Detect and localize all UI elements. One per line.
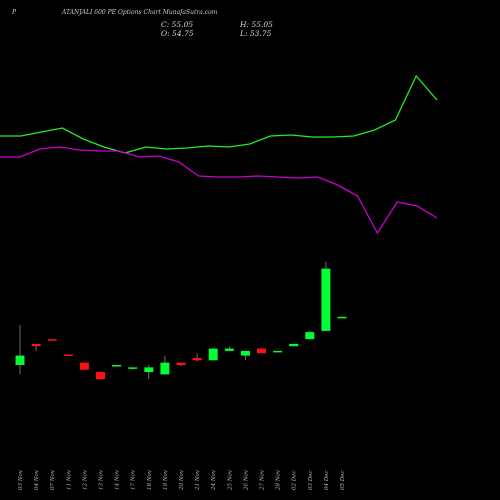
candle-body	[15, 355, 25, 365]
date-label: 26 Nov	[243, 469, 249, 491]
header-prefix: P	[12, 9, 17, 16]
date-label: 28 Nov	[276, 469, 282, 491]
candles	[15, 261, 347, 380]
date-label: 20 Nov	[179, 469, 185, 491]
indicator-lines	[0, 74, 438, 235]
date-label: 03 Nov	[18, 469, 24, 490]
candle-body	[240, 350, 250, 356]
candle-body	[192, 357, 202, 361]
date-label: 04 Dec	[324, 471, 330, 491]
close-value: C: 55.05	[161, 20, 194, 29]
date-label: 05 Dec	[340, 471, 346, 491]
candle-body	[160, 362, 170, 375]
date-label: 12 Nov	[82, 469, 88, 490]
date-label: 13 Nov	[99, 469, 105, 490]
open-value: O: 54.75	[161, 29, 194, 38]
date-label: 03 Dec	[308, 471, 314, 491]
date-label: 17 Nov	[131, 469, 137, 490]
date-labels: 03 Nov 04 Nov 07 Nov 11 Nov 12 Nov 13 Nov 14 N…	[18, 469, 346, 491]
candle-body	[305, 332, 315, 340]
candle-body	[31, 343, 41, 347]
magenta-indicator-line	[0, 146, 438, 235]
date-label: 27 Nov	[260, 469, 266, 491]
candle-body	[257, 348, 266, 354]
low-value: L: 53.75	[240, 29, 272, 38]
date-label: 04 Nov	[34, 469, 40, 490]
candle-body	[289, 343, 299, 347]
candle-body	[79, 362, 89, 370]
date-label: 02 Dec	[292, 471, 298, 491]
chart-header: P ATANJALI 600 PE Options Chart MunafaSu…	[0, 0, 500, 45]
date-label: 25 Nov	[227, 469, 233, 491]
candle-body	[144, 367, 154, 373]
candle-body	[208, 348, 218, 361]
date-label: 24 Nov	[211, 469, 217, 491]
chart-title: ATANJALI 600 PE Options Chart MunafaSutr…	[62, 9, 218, 16]
candle-body	[273, 350, 283, 353]
candle-body	[63, 354, 73, 356]
candle-body	[224, 348, 234, 351]
date-label: 21 Nov	[195, 469, 201, 491]
green-indicator-line	[0, 74, 438, 154]
candle-body	[176, 362, 186, 365]
candle-body	[47, 339, 57, 341]
date-label: 19 Nov	[163, 469, 169, 490]
candle-body	[321, 268, 331, 331]
date-label: 14 Nov	[115, 469, 121, 490]
date-label: 11 Nov	[66, 469, 72, 490]
candle-body	[112, 365, 122, 367]
high-value: H: 55.05	[240, 20, 273, 29]
candle-body	[96, 372, 105, 380]
date-label: 07 Nov	[50, 469, 56, 490]
candle-body	[337, 316, 347, 319]
candle-body	[128, 367, 138, 369]
date-label: 18 Nov	[147, 469, 153, 490]
